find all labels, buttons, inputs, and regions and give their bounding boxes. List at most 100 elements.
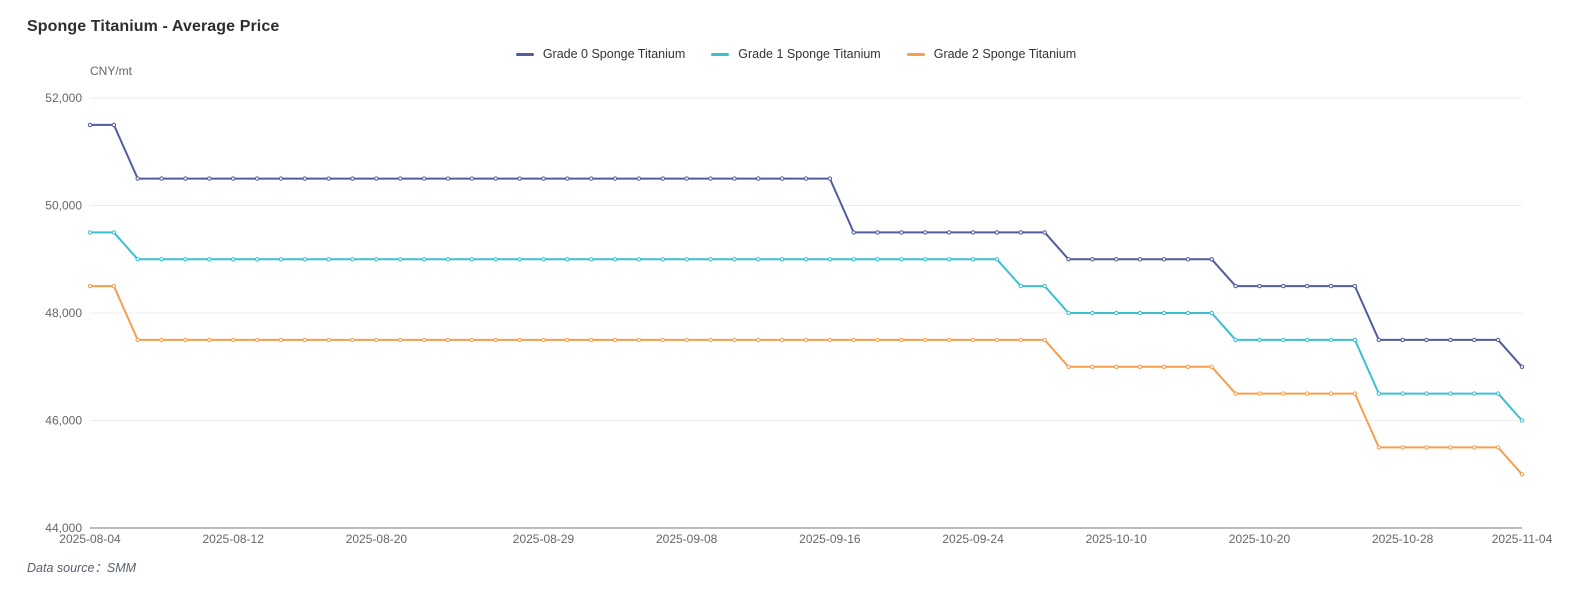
data-point-marker[interactable]	[1495, 337, 1501, 343]
data-point-marker[interactable]	[684, 337, 689, 343]
data-point-marker[interactable]	[183, 337, 188, 343]
data-point-marker[interactable]	[1472, 337, 1477, 343]
data-point-marker[interactable]	[254, 337, 260, 343]
data-point-marker[interactable]	[493, 337, 498, 343]
data-point-marker[interactable]	[1519, 364, 1525, 369]
data-point-marker[interactable]	[1185, 364, 1191, 369]
data-point-marker[interactable]	[469, 257, 475, 262]
data-point-marker[interactable]	[87, 283, 93, 289]
data-point-marker[interactable]	[1257, 283, 1262, 289]
data-point-marker[interactable]	[398, 257, 403, 262]
data-point-marker[interactable]	[1448, 445, 1453, 450]
data-point-marker[interactable]	[278, 176, 284, 181]
data-point-marker[interactable]	[708, 337, 713, 343]
data-point-marker[interactable]	[374, 257, 379, 262]
data-point-marker[interactable]	[1472, 391, 1477, 396]
data-point-marker[interactable]	[947, 257, 952, 262]
data-point-marker[interactable]	[1209, 310, 1214, 316]
data-point-marker[interactable]	[899, 337, 904, 343]
data-point-marker[interactable]	[278, 257, 284, 262]
data-point-marker[interactable]	[636, 176, 642, 181]
data-point-marker[interactable]	[326, 337, 331, 343]
data-point-marker[interactable]	[923, 230, 928, 235]
data-point-marker[interactable]	[1114, 364, 1119, 369]
data-point-marker[interactable]	[899, 257, 904, 262]
data-point-marker[interactable]	[1400, 391, 1405, 396]
data-point-marker[interactable]	[708, 176, 713, 181]
data-point-marker[interactable]	[1066, 257, 1071, 262]
data-point-marker[interactable]	[970, 257, 976, 262]
data-point-marker[interactable]	[684, 176, 689, 181]
series-line[interactable]	[90, 285, 1523, 475]
data-point-marker[interactable]	[1424, 445, 1429, 450]
data-point-marker[interactable]	[1066, 364, 1071, 369]
data-point-marker[interactable]	[302, 257, 307, 262]
data-point-marker[interactable]	[1018, 337, 1023, 343]
data-point-marker[interactable]	[1137, 364, 1143, 369]
data-point-marker[interactable]	[1185, 257, 1191, 262]
data-point-marker[interactable]	[1495, 391, 1501, 396]
data-point-marker[interactable]	[732, 176, 737, 181]
data-point-marker[interactable]	[421, 176, 427, 181]
data-point-marker[interactable]	[111, 283, 117, 289]
data-point-marker[interactable]	[469, 337, 475, 343]
data-point-marker[interactable]	[350, 257, 355, 262]
series-grade-0-sponge-titanium[interactable]	[87, 122, 1525, 369]
data-point-marker[interactable]	[445, 337, 451, 343]
data-point-marker[interactable]	[87, 230, 93, 235]
data-point-marker[interactable]	[1448, 391, 1453, 396]
data-point-marker[interactable]	[756, 176, 761, 181]
data-point-marker[interactable]	[326, 257, 331, 262]
data-point-marker[interactable]	[1137, 257, 1143, 262]
data-point-marker[interactable]	[1281, 391, 1286, 396]
data-point-marker[interactable]	[374, 176, 379, 181]
data-point-marker[interactable]	[803, 176, 809, 181]
data-point-marker[interactable]	[469, 176, 475, 181]
data-point-marker[interactable]	[517, 176, 522, 181]
series-grade-2-sponge-titanium[interactable]	[87, 283, 1525, 477]
data-point-marker[interactable]	[1400, 445, 1405, 450]
data-point-marker[interactable]	[803, 337, 809, 343]
data-point-marker[interactable]	[612, 337, 618, 343]
data-point-marker[interactable]	[493, 176, 498, 181]
data-point-marker[interactable]	[1090, 364, 1095, 369]
data-point-marker[interactable]	[875, 257, 880, 262]
data-point-marker[interactable]	[1042, 230, 1047, 235]
data-point-marker[interactable]	[1018, 283, 1023, 289]
data-point-marker[interactable]	[87, 122, 93, 128]
data-point-marker[interactable]	[1090, 257, 1095, 262]
data-point-marker[interactable]	[183, 257, 188, 262]
data-point-marker[interactable]	[517, 337, 522, 343]
data-point-marker[interactable]	[970, 337, 976, 343]
data-point-marker[interactable]	[1209, 364, 1214, 369]
data-point-marker[interactable]	[660, 257, 665, 262]
data-point-marker[interactable]	[1161, 257, 1167, 262]
data-point-marker[interactable]	[732, 257, 737, 262]
data-point-marker[interactable]	[231, 337, 236, 343]
data-point-marker[interactable]	[398, 337, 403, 343]
data-point-marker[interactable]	[1328, 337, 1334, 343]
data-point-marker[interactable]	[923, 257, 928, 262]
data-point-marker[interactable]	[374, 337, 379, 343]
data-point-marker[interactable]	[1042, 337, 1047, 343]
data-point-marker[interactable]	[1352, 337, 1358, 343]
data-point-marker[interactable]	[541, 176, 546, 181]
data-point-marker[interactable]	[1352, 283, 1358, 289]
data-point-marker[interactable]	[589, 176, 594, 181]
data-point-marker[interactable]	[1281, 337, 1286, 343]
data-point-marker[interactable]	[851, 257, 856, 262]
data-point-marker[interactable]	[350, 176, 355, 181]
data-point-marker[interactable]	[1233, 283, 1238, 289]
data-point-marker[interactable]	[947, 337, 952, 343]
data-point-marker[interactable]	[923, 337, 928, 343]
data-point-marker[interactable]	[994, 230, 1000, 235]
data-point-marker[interactable]	[779, 176, 785, 181]
data-point-marker[interactable]	[159, 176, 164, 181]
data-point-marker[interactable]	[445, 176, 451, 181]
data-point-marker[interactable]	[1233, 391, 1238, 396]
data-point-marker[interactable]	[565, 176, 570, 181]
legend-item-grade-2[interactable]: Grade 2 Sponge Titanium	[906, 47, 1076, 61]
data-point-marker[interactable]	[231, 176, 236, 181]
data-point-marker[interactable]	[803, 257, 809, 262]
